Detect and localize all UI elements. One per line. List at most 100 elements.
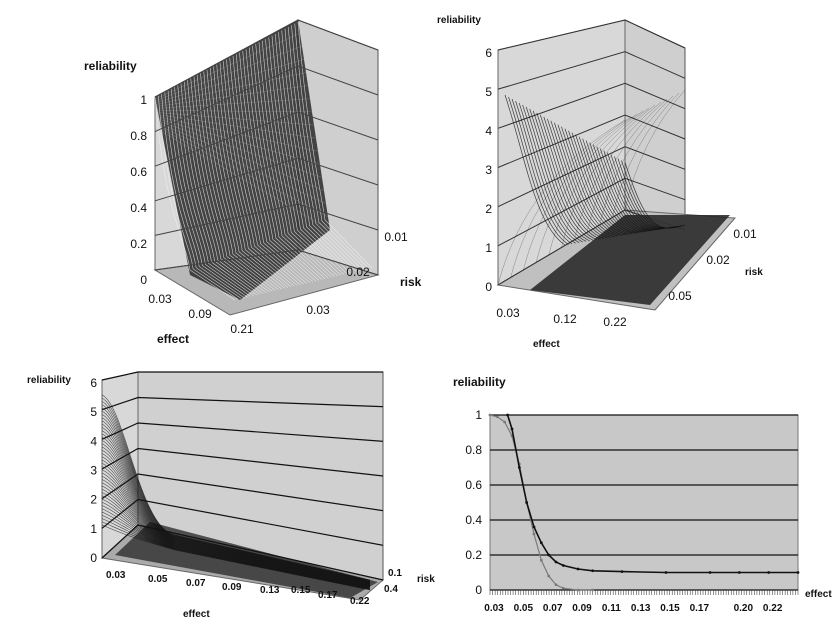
tick-label: 0.17: [318, 590, 338, 601]
data-point: [547, 574, 551, 578]
wall-gridline: [154, 157, 379, 202]
mesh-line: [226, 59, 304, 285]
z-axis-ticks: 0 1 2 3 4 5 6: [90, 376, 97, 565]
data-point: [576, 567, 580, 571]
data-point: [737, 571, 741, 574]
mesh-line: [167, 90, 248, 298]
mesh-line: [101, 485, 371, 588]
mesh-line: [101, 433, 371, 584]
mesh-line: [219, 62, 298, 286]
data-point: [796, 571, 800, 574]
tick-label: 0.2: [465, 548, 482, 562]
tick-label: 0.09: [222, 582, 242, 593]
data-point: [554, 583, 558, 587]
x-axis-ticks: 0.03 0.09 0.21: [148, 292, 254, 336]
mesh-line: [592, 144, 654, 231]
mesh-line: [554, 122, 615, 238]
mesh-line: [157, 95, 239, 300]
mesh-line: [206, 69, 286, 289]
wall-gridline: [101, 396, 384, 411]
mesh-line: [101, 472, 371, 587]
data-point: [525, 501, 529, 504]
y-axis-ticks: 0.10.4: [384, 568, 402, 595]
mesh-line: [213, 66, 292, 288]
x-axis-label: effect: [533, 339, 560, 350]
tick-label: 0.02: [706, 253, 730, 267]
mesh-line: [297, 21, 373, 269]
mesh-line: [596, 146, 657, 231]
tick-label: 0.01: [384, 230, 408, 244]
series: [488, 413, 800, 592]
data-point: [576, 588, 580, 592]
mesh-line: [281, 30, 357, 272]
tick-label: 0.05: [148, 574, 168, 585]
tick-label: 0.03: [306, 303, 330, 317]
mesh-line: [193, 76, 273, 292]
mesh-line: [101, 410, 371, 582]
mesh-line: [575, 134, 636, 234]
mesh-line: [599, 95, 674, 226]
data-point: [547, 553, 551, 557]
tick-label: 0.13: [631, 603, 651, 614]
plot-area: [489, 414, 799, 591]
mesh-line: [101, 492, 371, 588]
mesh-line: [550, 120, 611, 238]
x-axis-ticks: 0.03 0.12 0.22: [496, 306, 627, 329]
y-axis-ticks: 0 0.2 0.4 0.6 0.8 1: [465, 408, 482, 597]
wall-gridline: [101, 473, 384, 512]
data-point: [510, 427, 514, 431]
mesh-line: [154, 125, 329, 218]
tick-label: 0.03: [496, 306, 520, 320]
mesh-line: [508, 96, 569, 245]
mesh-line: [578, 136, 640, 233]
data-point: [591, 569, 595, 573]
x-axis-label: effect: [157, 332, 189, 346]
x-axis-ticks: 0.03 0.05 0.07 0.09 0.13 0.15 0.17 0.22: [106, 570, 370, 607]
mesh-line: [101, 401, 371, 581]
surface-mesh: [154, 19, 373, 301]
mesh-line: [101, 514, 371, 590]
mesh-line: [101, 466, 371, 586]
mesh-line: [522, 104, 583, 243]
mesh-line: [278, 32, 354, 273]
mesh-line: [497, 119, 626, 286]
mesh-line: [101, 404, 371, 582]
tick-label: 0.07: [186, 578, 206, 589]
mesh-line: [258, 42, 335, 277]
mesh-line: [589, 142, 650, 232]
wall-gridline: [101, 422, 384, 442]
mesh-line: [261, 40, 338, 277]
tick-label: 0.22: [763, 603, 783, 614]
surface-mesh: [101, 394, 371, 591]
mesh-line: [203, 71, 282, 290]
tick-label: 2: [90, 493, 97, 507]
mesh-line: [154, 59, 305, 103]
x-axis-ticks: 0.03 0.05 0.07 0.09 0.11 0.13 0.15 0.17 0.20 0.22: [484, 603, 783, 614]
mesh-line: [101, 524, 371, 591]
surface-chart-top-left: 0 0.2 0.4 0.6 0.8 1 0.03 0.09 0.21 0.01 0.02 0.03…: [84, 19, 422, 346]
tick-label: 0.4: [465, 513, 482, 527]
mesh-line: [101, 501, 371, 589]
mesh-line: [101, 508, 371, 590]
mesh-line: [101, 430, 371, 584]
wall-gridline: [154, 111, 379, 167]
mesh-line: [101, 462, 371, 586]
tick-label: 0.07: [543, 603, 563, 614]
y-axis-label: reliability: [453, 375, 506, 389]
tick-label: 5: [90, 405, 97, 419]
tick-label: 1: [485, 241, 492, 255]
tick-label: 0: [90, 551, 97, 565]
mesh-line: [561, 126, 622, 236]
wall-grid: [101, 371, 384, 581]
tick-label: 0.03: [148, 292, 172, 306]
y-axis-label: risk: [417, 574, 435, 585]
tick-label: 1: [475, 408, 482, 422]
mesh-line: [585, 140, 647, 232]
mesh-line: [101, 394, 371, 581]
mesh-line: [154, 112, 315, 126]
mesh-line: [154, 98, 311, 109]
mesh-line: [252, 45, 329, 279]
mesh-line: [287, 27, 363, 271]
z-axis-label: reliability: [437, 15, 481, 26]
mesh-line: [511, 98, 573, 245]
